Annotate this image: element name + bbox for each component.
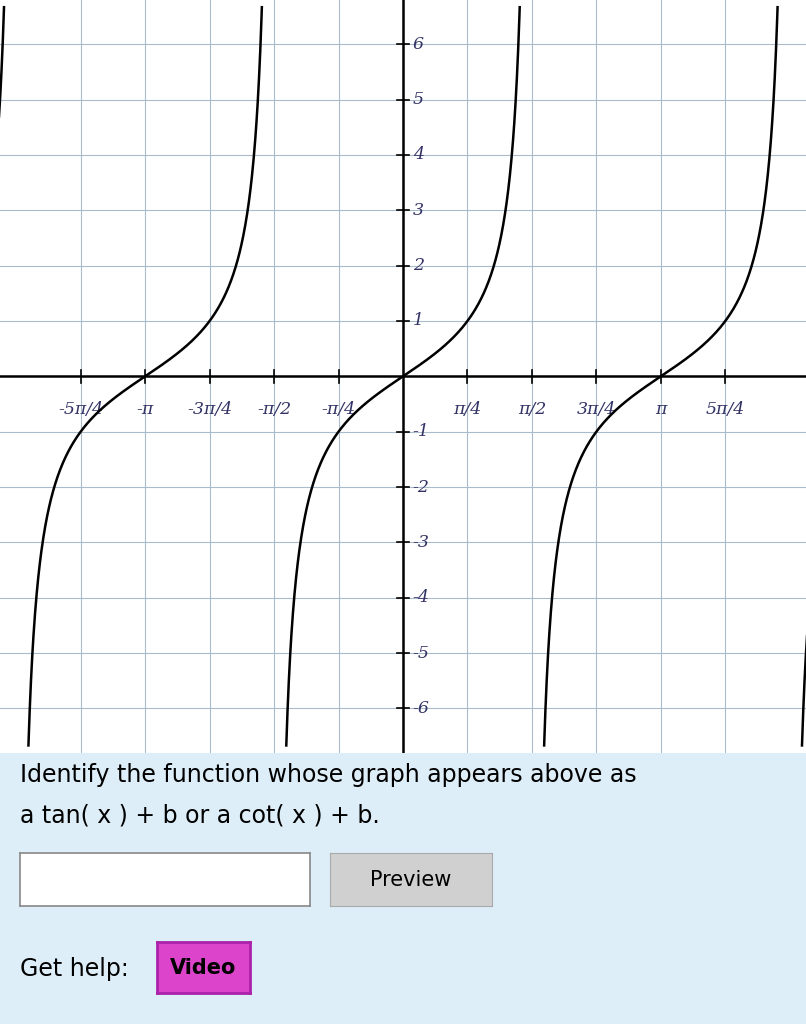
Text: 2: 2 [413,257,424,274]
Text: 3π/4: 3π/4 [577,401,616,418]
Text: 1: 1 [413,312,424,330]
Text: 3: 3 [413,202,424,219]
Text: 5π/4: 5π/4 [706,401,745,418]
Text: -π: -π [136,401,154,418]
Text: π/4: π/4 [453,401,482,418]
Text: a tan( x ) + b or a cot( x ) + b.: a tan( x ) + b or a cot( x ) + b. [20,804,380,827]
Text: Video: Video [170,957,237,978]
Text: π/2: π/2 [517,401,546,418]
Text: Preview: Preview [371,869,451,890]
Text: -π/4: -π/4 [322,401,355,418]
Text: -3π/4: -3π/4 [187,401,232,418]
Text: -3: -3 [413,534,430,551]
Text: -1: -1 [413,423,430,440]
Text: 4: 4 [413,146,424,164]
Text: -5π/4: -5π/4 [58,401,103,418]
Text: 6: 6 [413,36,424,53]
Text: Get help:: Get help: [20,957,129,981]
Text: -2: -2 [413,478,430,496]
Text: -4: -4 [413,589,430,606]
Text: Identify the function whose graph appears above as: Identify the function whose graph appear… [20,763,637,786]
Text: π: π [655,401,667,418]
Text: 5: 5 [413,91,424,109]
Text: -π/2: -π/2 [257,401,291,418]
Text: -6: -6 [413,699,430,717]
Text: -5: -5 [413,644,430,662]
